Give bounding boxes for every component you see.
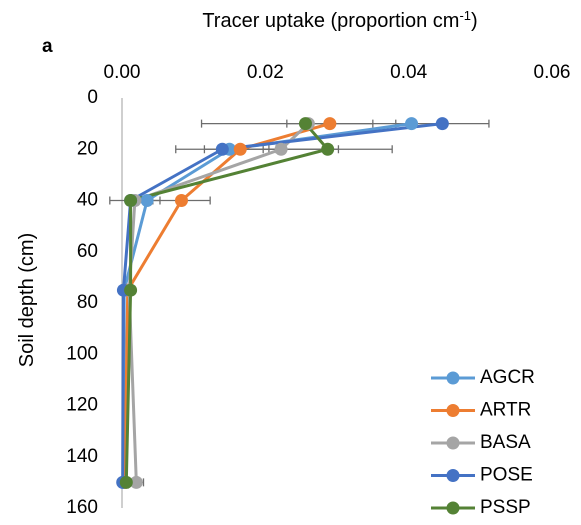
data-point-pssp bbox=[119, 475, 133, 489]
error-bars bbox=[109, 119, 490, 487]
legend-label: BASA bbox=[480, 432, 531, 453]
data-point-basa bbox=[129, 475, 143, 489]
legend-item-artr: ARTR bbox=[431, 400, 531, 421]
series-line-pose bbox=[121, 122, 443, 483]
legend-item-pssp: PSSP bbox=[431, 497, 531, 518]
data-point-pose bbox=[215, 142, 229, 156]
series-line-pssp bbox=[124, 122, 330, 483]
data-point-pssp bbox=[321, 142, 335, 156]
legend-swatch-marker bbox=[446, 469, 460, 482]
legend-item-agcr: AGCR bbox=[431, 367, 535, 388]
x-tick-label: 0.06 bbox=[534, 62, 571, 83]
data-point-artr bbox=[233, 142, 247, 156]
y-tick-label: 100 bbox=[66, 343, 98, 364]
legend-swatch-marker bbox=[446, 371, 460, 385]
x-axis-title-superscript: -1 bbox=[459, 8, 471, 23]
series-line-agcr bbox=[121, 122, 412, 483]
y-tick-label: 140 bbox=[66, 446, 98, 467]
data-point-pssp bbox=[124, 194, 138, 207]
legend-swatch-marker bbox=[446, 404, 460, 417]
panel-label: a bbox=[42, 36, 53, 57]
data-point-pssp bbox=[298, 117, 312, 131]
x-axis-title-end: ) bbox=[471, 10, 478, 32]
data-point-agcr bbox=[140, 194, 154, 207]
data-point-artr bbox=[323, 117, 337, 131]
legend-item-basa: BASA bbox=[431, 432, 531, 453]
x-tick-labels: 0.00 0.02 0.04 0.06 bbox=[104, 62, 571, 83]
data-point-artr bbox=[174, 194, 188, 207]
legend: AGCR ARTR BASA POSE PSSP bbox=[431, 367, 535, 518]
legend-label: ARTR bbox=[480, 400, 531, 421]
legend-label: POSE bbox=[480, 465, 533, 486]
legend-label: PSSP bbox=[480, 497, 531, 518]
y-tick-label: 80 bbox=[77, 292, 98, 313]
legend-item-pose: POSE bbox=[431, 465, 533, 486]
x-tick-label: 0.00 bbox=[104, 62, 141, 83]
data-point-pose bbox=[435, 117, 449, 131]
data-point-agcr bbox=[405, 117, 419, 131]
y-tick-label: 40 bbox=[77, 190, 98, 211]
x-axis-title-main: Tracer uptake (proportion cm bbox=[202, 10, 459, 32]
legend-swatch-marker bbox=[446, 436, 460, 450]
series-lines bbox=[121, 122, 443, 483]
x-tick-label: 0.04 bbox=[390, 62, 427, 83]
x-tick-label: 0.02 bbox=[247, 62, 284, 83]
y-tick-labels: 0 20 40 60 80 100 120 140 160 bbox=[66, 87, 98, 518]
data-point-basa bbox=[274, 142, 288, 156]
legend-swatch-marker bbox=[446, 501, 460, 515]
series-markers bbox=[116, 117, 449, 489]
legend-label: AGCR bbox=[480, 367, 535, 388]
y-tick-label: 0 bbox=[87, 87, 98, 108]
x-axis-title: Tracer uptake (proportion cm-1) bbox=[202, 8, 477, 32]
y-tick-label: 60 bbox=[77, 241, 98, 262]
y-tick-label: 20 bbox=[77, 138, 98, 159]
y-axis-title: Soil depth (cm) bbox=[16, 233, 38, 368]
data-point-pssp bbox=[124, 283, 138, 297]
series-line-artr bbox=[123, 122, 331, 483]
y-tick-label: 160 bbox=[66, 497, 98, 518]
y-tick-label: 120 bbox=[66, 395, 98, 416]
